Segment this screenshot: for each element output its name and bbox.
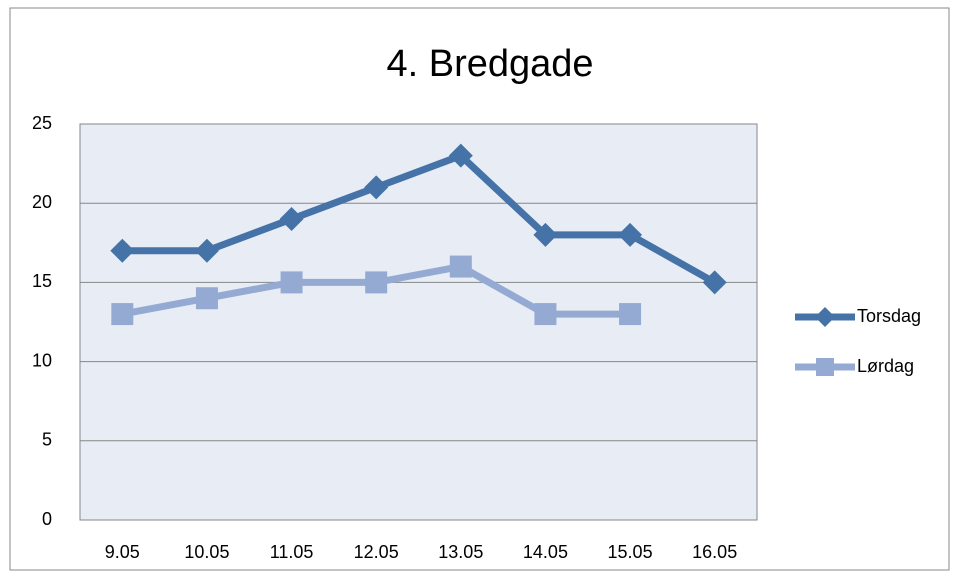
- marker: [194, 238, 219, 263]
- x-tick-label: 14.05: [523, 542, 568, 562]
- x-tick-label: 10.05: [184, 542, 229, 562]
- marker: [280, 271, 303, 294]
- marker: [534, 303, 557, 326]
- marker: [279, 207, 304, 232]
- marker: [110, 238, 135, 263]
- marker: [618, 222, 643, 247]
- x-tick-label: 15.05: [608, 542, 653, 562]
- series-line: [122, 152, 717, 286]
- y-tick-label: 10: [32, 350, 52, 370]
- y-tick-label: 5: [42, 430, 52, 450]
- plot-area: [80, 124, 757, 520]
- y-tick-label: 15: [32, 271, 52, 291]
- x-tick-label: 9.05: [105, 542, 140, 562]
- x-tick-label: 11.05: [270, 542, 314, 562]
- x-tick-label: 12.05: [354, 542, 399, 562]
- marker: [448, 143, 473, 168]
- y-tick-label: 25: [32, 113, 52, 133]
- marker: [195, 287, 218, 310]
- marker: [619, 303, 642, 326]
- y-tick-label: 20: [32, 192, 52, 212]
- plot-border: [79, 123, 758, 521]
- legend-label: Torsdag: [857, 306, 921, 326]
- legend-marker: [815, 307, 835, 327]
- marker: [365, 271, 388, 294]
- y-tick-label: 0: [42, 509, 52, 529]
- marker: [449, 255, 472, 278]
- marker: [533, 222, 558, 247]
- legend-marker: [816, 358, 834, 376]
- x-tick-label: 13.05: [438, 542, 483, 562]
- legend-label: Lørdag: [857, 356, 914, 376]
- marker: [111, 303, 134, 326]
- chart-title: 4. Bredgade: [386, 43, 593, 85]
- x-tick-label: 16.05: [692, 542, 737, 562]
- marker: [364, 175, 389, 200]
- marker: [702, 270, 727, 295]
